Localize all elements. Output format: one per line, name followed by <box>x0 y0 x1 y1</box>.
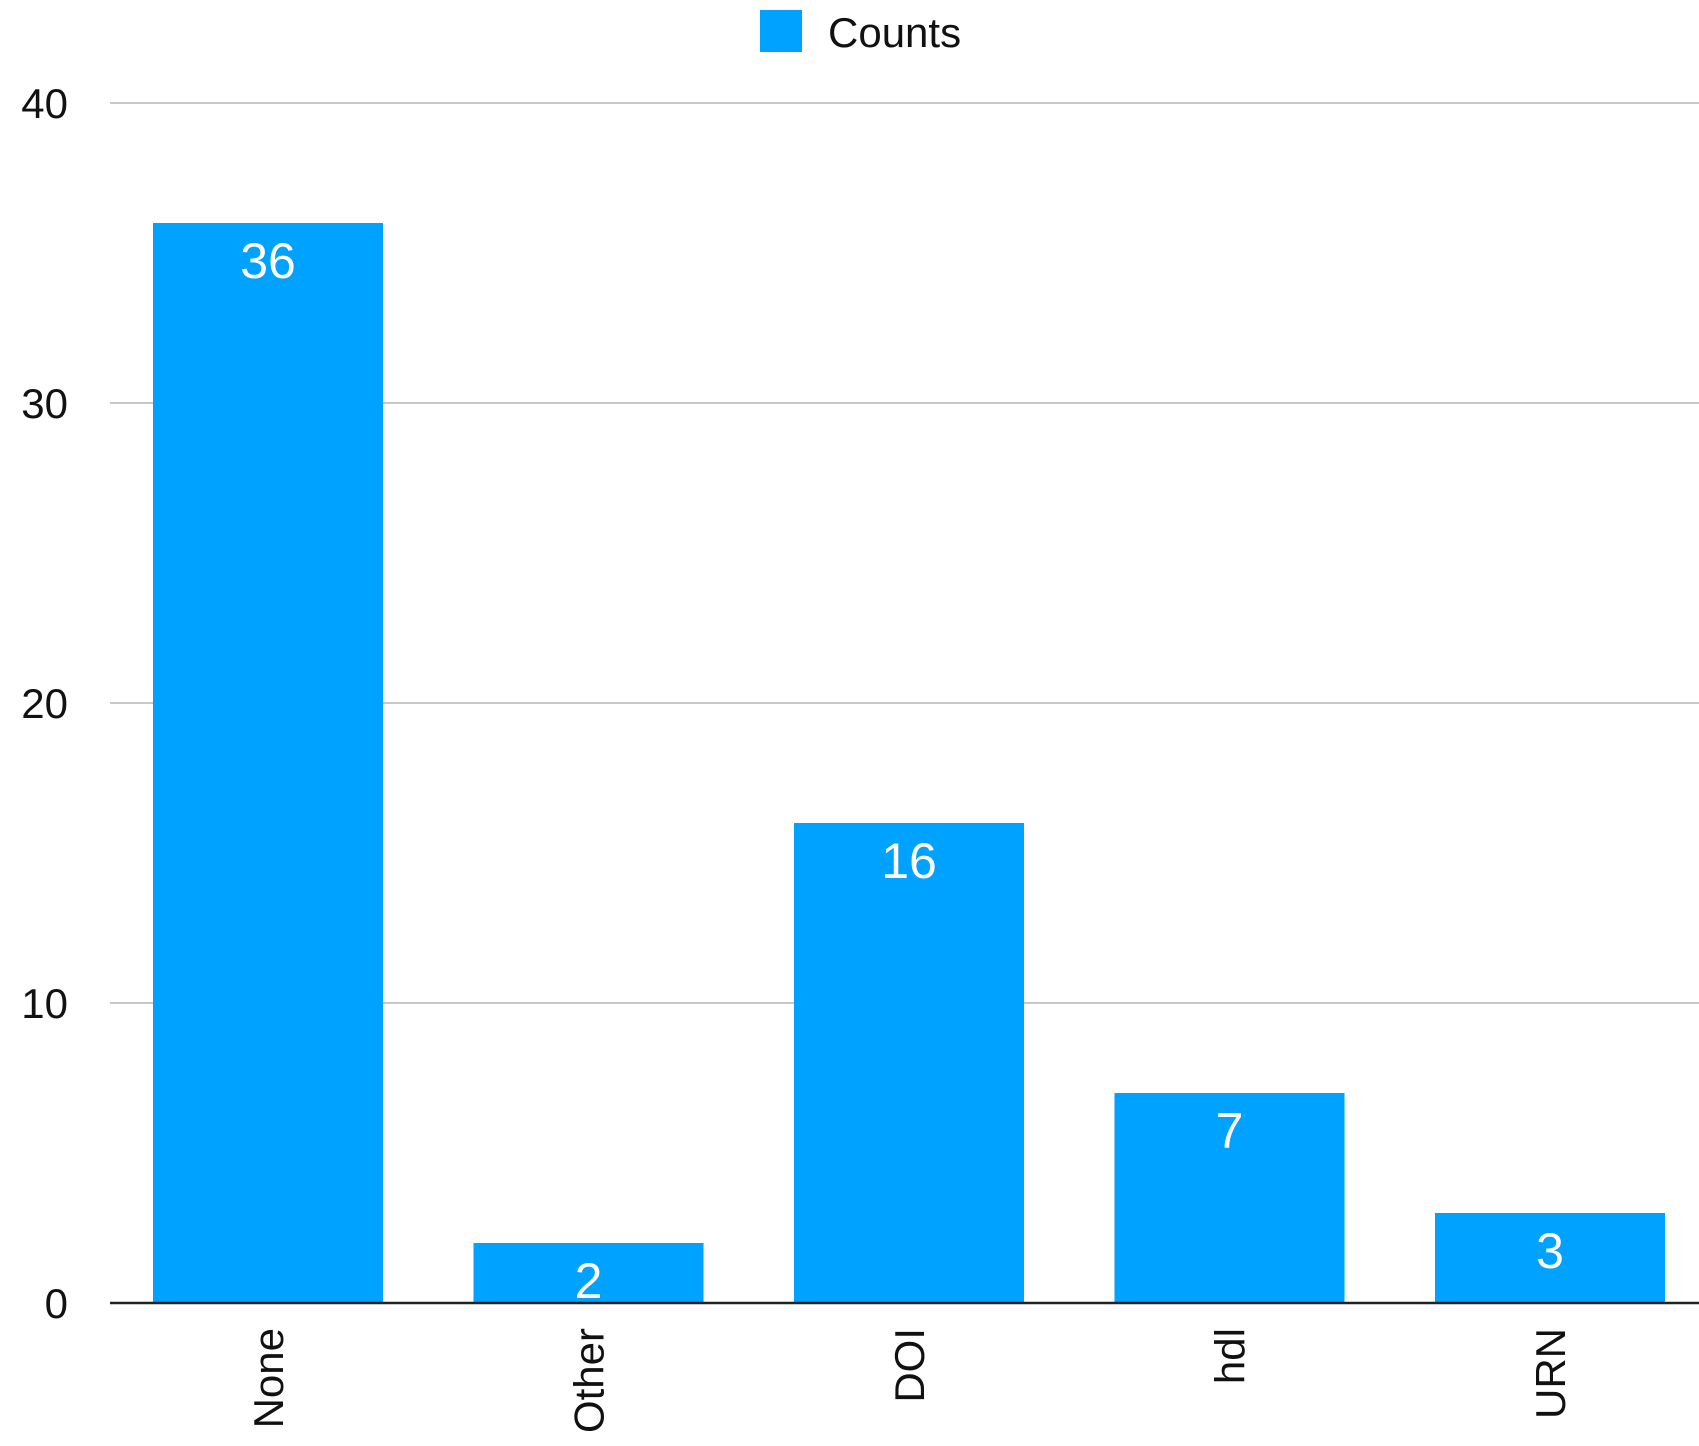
data-label-urn: 3 <box>1536 1223 1564 1279</box>
y-tick-label-0: 0 <box>45 1280 68 1327</box>
y-tick-label-10: 10 <box>21 980 68 1027</box>
data-label-other: 2 <box>575 1253 603 1309</box>
x-tick-label-urn: URN <box>1527 1328 1574 1419</box>
data-label-none: 36 <box>240 233 296 289</box>
data-label-hdl: 7 <box>1216 1103 1244 1159</box>
legend: Counts <box>760 9 961 56</box>
y-axis: 0 10 20 30 40 <box>21 80 68 1327</box>
x-tick-label-hdl: hdl <box>1207 1328 1254 1384</box>
bar-hdl <box>1114 1093 1345 1303</box>
legend-swatch <box>760 10 802 52</box>
bar-none <box>153 223 383 1303</box>
bar-doi <box>794 823 1024 1303</box>
x-tick-label-doi: DOI <box>886 1328 933 1403</box>
y-tick-label-20: 20 <box>21 680 68 727</box>
bar-other <box>473 1243 704 1303</box>
y-tick-label-30: 30 <box>21 380 68 427</box>
bar-urn <box>1435 1213 1665 1303</box>
data-label-doi: 16 <box>881 833 937 889</box>
x-axis: None Other DOI hdl URN <box>110 1301 1699 1433</box>
x-tick-label-none: None <box>245 1328 292 1428</box>
bars <box>153 223 1665 1303</box>
legend-label: Counts <box>828 9 961 56</box>
x-tick-label-other: Other <box>566 1328 613 1433</box>
data-labels: 36 2 16 7 3 <box>240 233 1564 1309</box>
y-tick-label-40: 40 <box>21 80 68 127</box>
